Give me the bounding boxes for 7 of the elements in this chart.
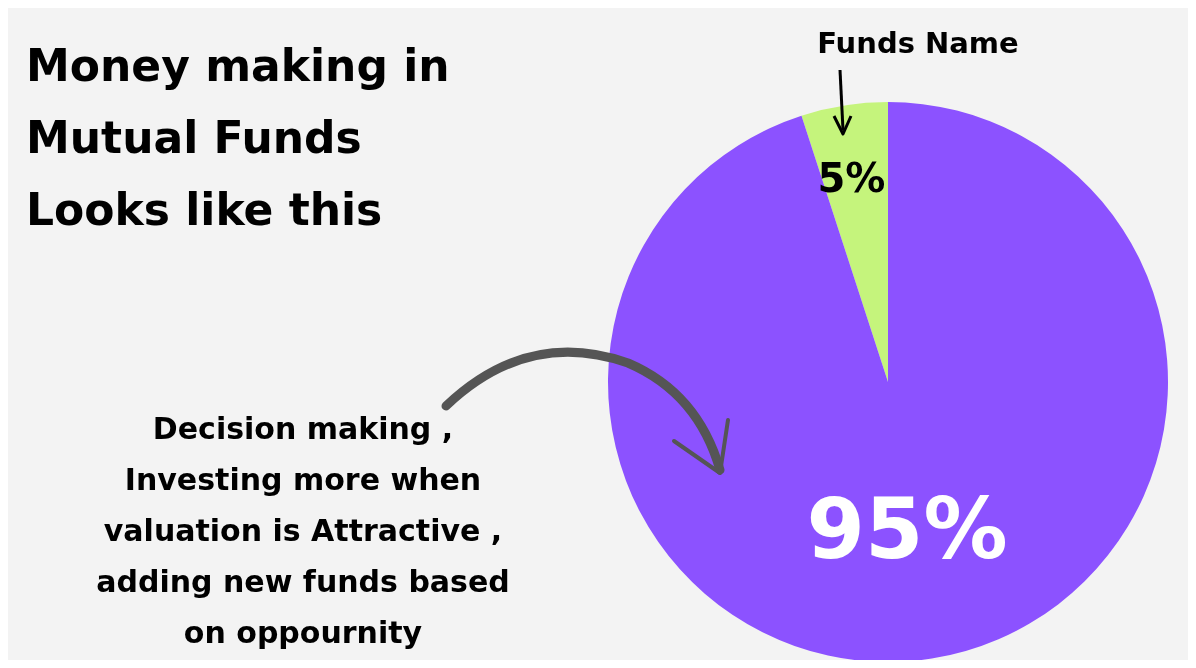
pie-slice	[801, 102, 888, 382]
data-label: 95%	[806, 480, 1008, 579]
pie-slice	[608, 102, 1168, 660]
slice-label: Funds Name	[816, 26, 1020, 60]
slice-label: Decision making , Investing more when valuation is Attractive , adding new funds based on oppournity	[95, 410, 511, 652]
data-label: 5%	[817, 154, 886, 201]
text: Money making in Mutual Funds Looks like this	[26, 39, 451, 237]
